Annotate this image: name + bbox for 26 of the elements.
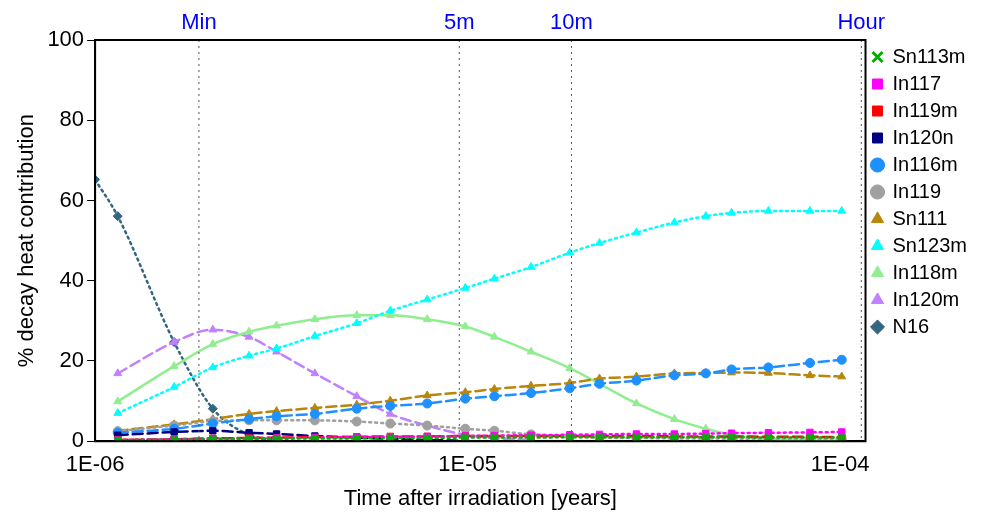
legend-label: In120m (892, 287, 960, 310)
legend-label: In117 (892, 71, 942, 94)
y-tick-label: 20 (59, 347, 85, 373)
y-tick-label: 80 (59, 106, 85, 132)
y-tick-label: 100 (47, 26, 85, 52)
ref-line-label: 10m (550, 9, 593, 35)
legend-label: In119 (892, 179, 942, 202)
ref-line-label: Min (181, 9, 217, 35)
legend-label: In116m (892, 152, 958, 175)
legend-label: Sn123m (892, 233, 968, 256)
legend-label: Sn111 (892, 206, 948, 229)
legend-label: N16 (892, 314, 930, 337)
y-tick-label: 40 (59, 266, 85, 292)
legend-label: In118m (892, 260, 958, 283)
x-tick-label: 1E-06 (65, 451, 125, 477)
ref-line-label: Hour (837, 9, 886, 35)
x-tick-label: 1E-05 (438, 451, 497, 477)
y-tick-label: 0 (71, 427, 85, 453)
legend-label: In120n (892, 125, 954, 148)
x-axis-title: Time after irradiation [years] (343, 484, 617, 510)
legend-label: In119m (892, 98, 958, 121)
legend-label: Sn113m (892, 44, 966, 67)
y-tick-label: 60 (59, 186, 85, 212)
y-axis-title: % decay heat contribution (13, 114, 39, 368)
ref-line-label: 5m (444, 9, 475, 35)
x-tick-label: 1E-04 (810, 451, 870, 477)
